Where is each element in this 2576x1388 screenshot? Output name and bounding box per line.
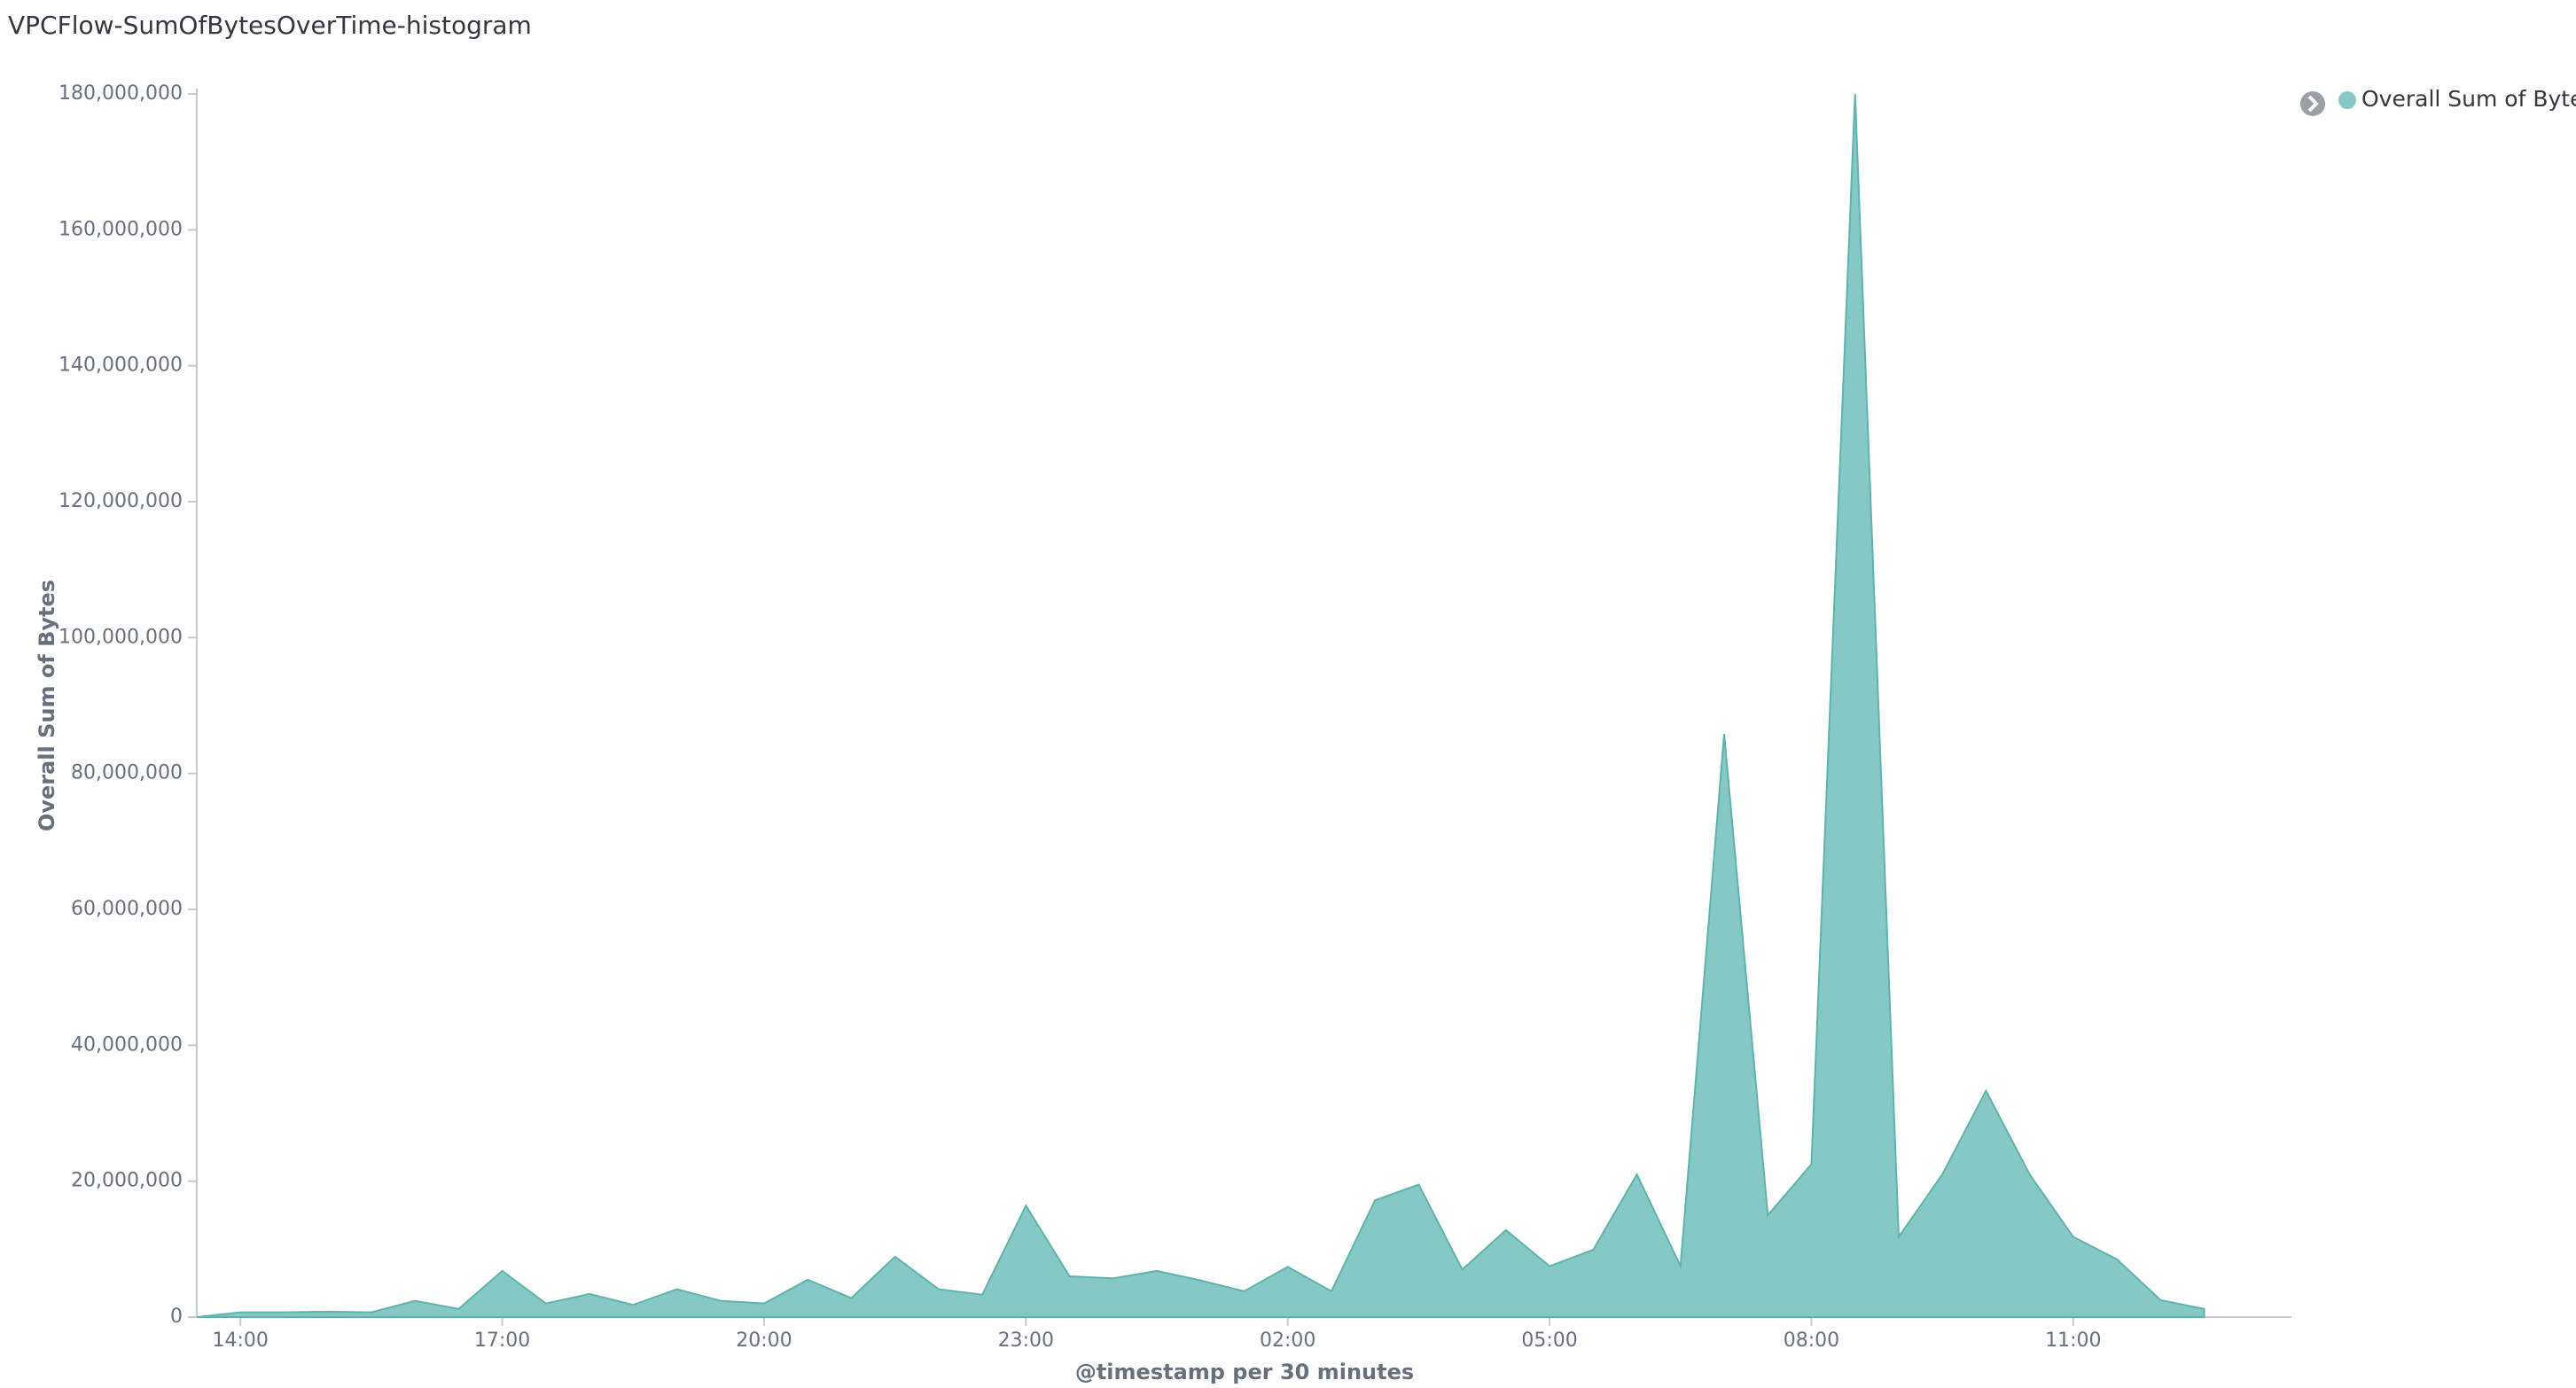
x-tick-label: 05:00 [1521, 1330, 1577, 1352]
y-tick-label: 60,000,000 [71, 898, 183, 920]
legend-toggle-icon [2307, 95, 2319, 113]
legend-label[interactable]: Overall Sum of Bytes [2361, 86, 2576, 112]
y-axis-title: Overall Sum of Bytes [35, 580, 59, 831]
y-tick-label: 100,000,000 [59, 626, 183, 648]
legend-swatch [2338, 91, 2356, 109]
x-tick-label: 14:00 [213, 1330, 269, 1352]
legend-toggle[interactable] [2300, 91, 2325, 116]
y-tick-label: 160,000,000 [59, 218, 183, 240]
y-tick-label: 140,000,000 [59, 355, 183, 377]
y-tick-label: 20,000,000 [71, 1170, 183, 1192]
y-tick-label: 40,000,000 [71, 1033, 183, 1056]
x-tick-label: 08:00 [1784, 1330, 1839, 1352]
y-tick-label: 120,000,000 [59, 490, 183, 512]
chart-title: VPCFlow-SumOfBytesOverTime-histogram [8, 11, 532, 40]
x-tick-label: 17:00 [474, 1330, 530, 1352]
x-tick-label: 11:00 [2045, 1330, 2101, 1352]
area [196, 93, 2205, 1318]
y-tick-label: 180,000,000 [59, 82, 183, 105]
x-tick-label: 02:00 [1260, 1330, 1315, 1352]
x-tick-label: 23:00 [998, 1330, 1054, 1352]
y-tick-label: 0 [170, 1306, 183, 1328]
x-tick-label: 20:00 [736, 1330, 792, 1352]
x-axis-title: @timestamp per 30 minutes [1075, 1360, 1414, 1384]
y-tick-label: 80,000,000 [71, 762, 183, 784]
